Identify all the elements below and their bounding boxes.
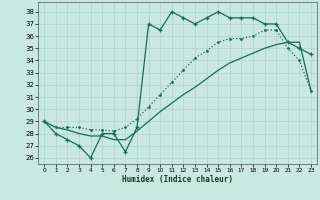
- X-axis label: Humidex (Indice chaleur): Humidex (Indice chaleur): [122, 175, 233, 184]
